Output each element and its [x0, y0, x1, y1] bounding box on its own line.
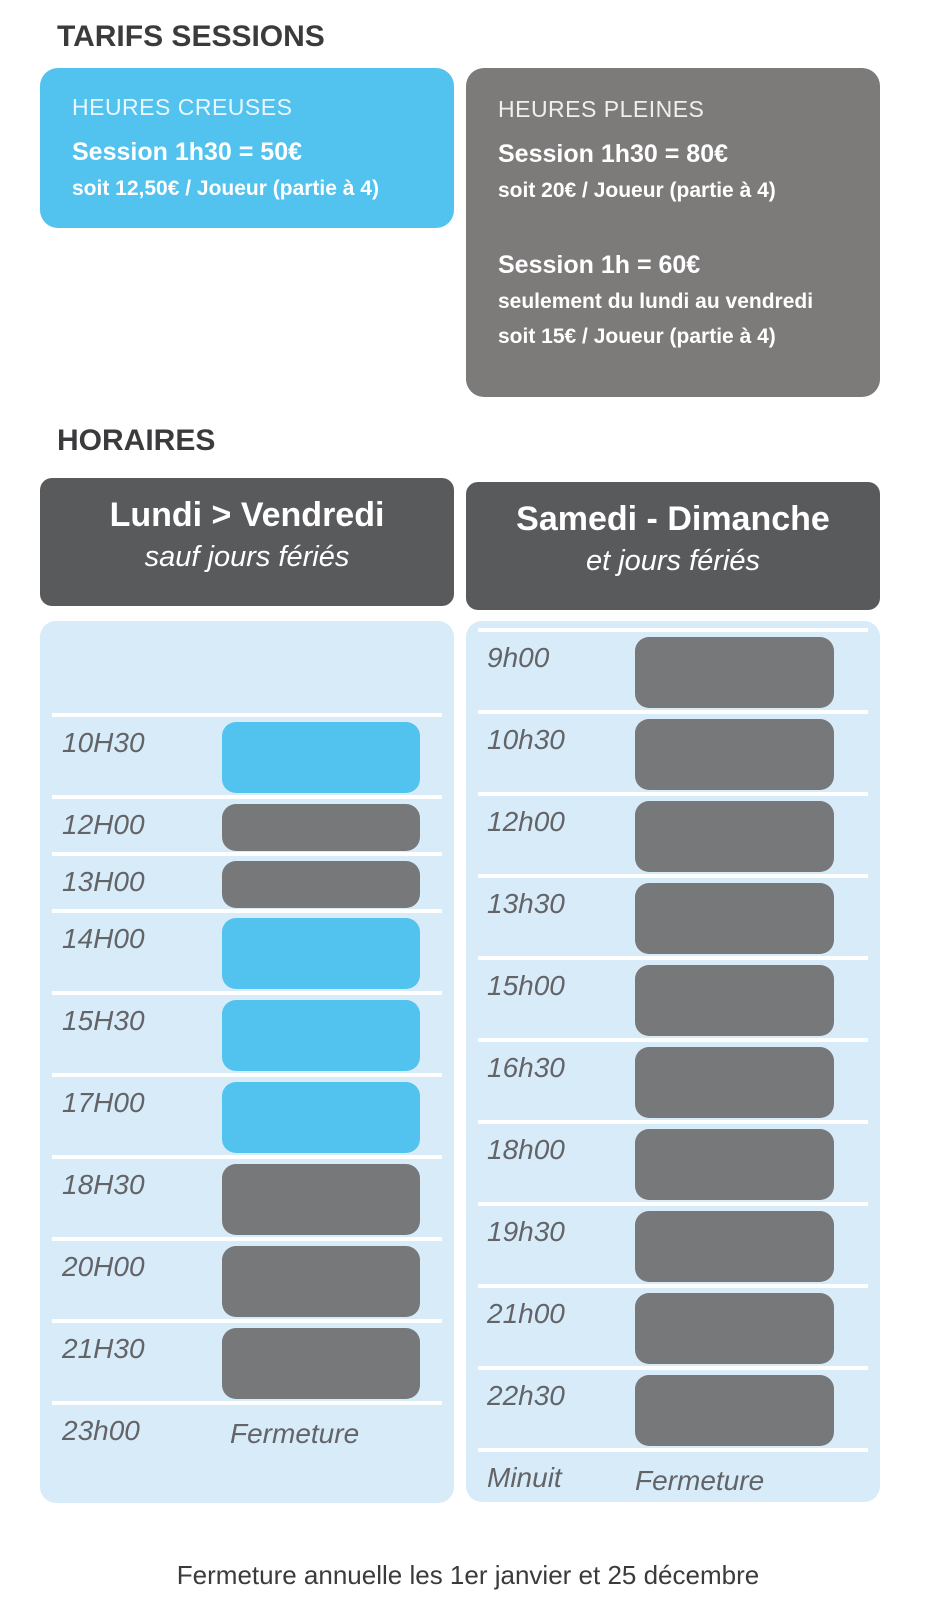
peak-session-slot [635, 965, 834, 1036]
schedule-row [52, 621, 442, 713]
tarifs-sessions-title: TARIFS SESSIONS [57, 20, 325, 53]
schedule-row: 22h30 [478, 1366, 868, 1448]
peak-1h-detail-line-2: soit 15€ / Joueur (partie à 4) [498, 325, 776, 348]
time-label: 12H00 [62, 809, 145, 840]
time-label: 19h30 [487, 1216, 565, 1247]
peak-session-slot [635, 801, 834, 872]
time-label: 13h30 [487, 888, 565, 919]
time-label: 20H00 [62, 1251, 145, 1282]
schedule-row: 9h00 [478, 628, 868, 710]
peak-session-slot [222, 1246, 420, 1317]
schedule-row: 20H00 [52, 1237, 442, 1319]
peak-session-slot [635, 1211, 834, 1282]
schedule-row: 17H00 [52, 1073, 442, 1155]
peak-1h30-detail-line: soit 20€ / Joueur (partie à 4) [498, 179, 776, 202]
schedule-row: 12h00 [478, 792, 868, 874]
closing-label: Fermeture [230, 1418, 360, 1449]
time-label: 10h30 [487, 724, 565, 755]
time-label: 22h30 [487, 1380, 565, 1411]
peak-session-slot [635, 1375, 834, 1446]
peak-pricing-card: HEURES PLEINES Session 1h30 = 80€ soit 2… [466, 68, 880, 397]
off-peak-session-slot [222, 1082, 420, 1153]
weekend-header: Samedi - Dimanche et jours fériés [466, 482, 880, 610]
peak-1h-price-line: Session 1h = 60€ [498, 251, 701, 279]
closing-label: Fermeture [635, 1465, 765, 1496]
peak-session-slot [222, 1164, 420, 1235]
weekdays-header: Lundi > Vendredi sauf jours fériés [40, 478, 454, 606]
time-label: 16h30 [487, 1052, 565, 1083]
schedule-row: 10h30 [478, 710, 868, 792]
peak-session-slot [222, 1328, 420, 1399]
off-peak-price-line: Session 1h30 = 50€ [72, 138, 303, 166]
time-label: 13H00 [62, 866, 145, 897]
weekdays-header-title: Lundi > Vendredi [109, 496, 385, 534]
peak-session-slot [635, 1293, 834, 1364]
weekend-header-title: Samedi - Dimanche [516, 500, 830, 538]
peak-1h-detail-line-1: seulement du lundi au vendredi [498, 290, 814, 313]
schedule-row: Minuit Fermeture [478, 1448, 868, 1502]
weekdays-schedule-panel: 10H30 12H00 13H00 14H00 15H30 17H00 18H3… [40, 621, 454, 1503]
time-label: 10H30 [62, 727, 145, 758]
time-label: 9h00 [487, 642, 550, 673]
time-label: 14H00 [62, 923, 145, 954]
weekend-header-subtitle: et jours fériés [585, 545, 761, 577]
off-peak-session-slot [222, 918, 420, 989]
time-label: 18h00 [487, 1134, 565, 1165]
time-label: Minuit [487, 1462, 562, 1493]
peak-session-slot [635, 719, 834, 790]
peak-session-slot [635, 1129, 834, 1200]
schedule-row: 19h30 [478, 1202, 868, 1284]
peak-offer-1h: Session 1h = 60€ seulement du lundi au v… [498, 251, 856, 349]
weekend-schedule-panel: 9h00 10h30 12h00 13h30 15h00 16h30 18h00… [466, 621, 880, 1502]
horaires-title: HORAIRES [57, 424, 216, 457]
time-label: 12h00 [487, 806, 565, 837]
time-label: 18H30 [62, 1169, 145, 1200]
time-label: 21h00 [487, 1298, 565, 1329]
schedule-row: 18h00 [478, 1120, 868, 1202]
schedule-row: 16h30 [478, 1038, 868, 1120]
schedule-row: 18H30 [52, 1155, 442, 1237]
peak-session-slot [222, 861, 420, 908]
schedule-row: 13H00 [52, 852, 442, 909]
schedule-row: 12H00 [52, 795, 442, 852]
schedule-row: 21h00 [478, 1284, 868, 1366]
time-label: 23h00 [62, 1415, 140, 1446]
off-peak-pricing-card: HEURES CREUSES Session 1h30 = 50€ soit 1… [40, 68, 454, 228]
off-peak-card-title: HEURES CREUSES [72, 94, 293, 120]
off-peak-session-slot [222, 722, 420, 793]
schedule-row: 15H30 [52, 991, 442, 1073]
peak-card-title: HEURES PLEINES [498, 96, 705, 122]
schedule-row: 10H30 [52, 713, 442, 795]
peak-offer-1h30: Session 1h30 = 80€ soit 20€ / Joueur (pa… [498, 140, 856, 203]
schedule-row: 14H00 [52, 909, 442, 991]
schedule-row: 21H30 [52, 1319, 442, 1401]
off-peak-detail-line: soit 12,50€ / Joueur (partie à 4) [72, 177, 379, 200]
peak-session-slot [635, 637, 834, 708]
peak-session-slot [635, 1047, 834, 1118]
annual-closing-note: Fermeture annuelle les 1er janvier et 25… [176, 1560, 760, 1590]
schedule-row: 15h00 [478, 956, 868, 1038]
off-peak-session-slot [222, 1000, 420, 1071]
peak-session-slot [222, 804, 420, 851]
time-label: 15h00 [487, 970, 565, 1001]
peak-session-slot [635, 883, 834, 954]
schedule-row: 13h30 [478, 874, 868, 956]
weekdays-header-subtitle: sauf jours fériés [144, 541, 350, 573]
time-label: 17H00 [62, 1087, 145, 1118]
time-label: 15H30 [62, 1005, 145, 1036]
time-label: 21H30 [62, 1333, 145, 1364]
schedule-row: 23h00 Fermeture [52, 1401, 442, 1503]
peak-1h30-price-line: Session 1h30 = 80€ [498, 140, 729, 168]
